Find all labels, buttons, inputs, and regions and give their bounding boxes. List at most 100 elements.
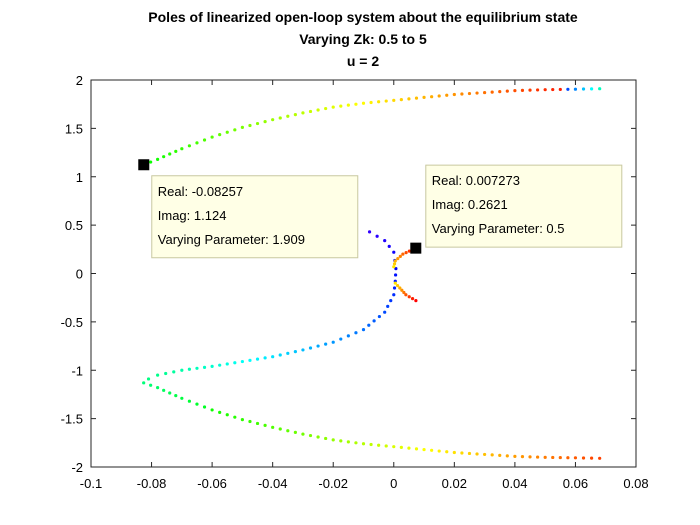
pole-point (528, 88, 532, 92)
x-tick-label: -0.1 (80, 476, 102, 491)
pole-point (180, 368, 184, 372)
pole-point (324, 436, 328, 441)
data-tip-marker[interactable] (138, 159, 150, 171)
pole-point (339, 337, 343, 341)
data-tip[interactable]: Real: -0.08257 Imag: 1.124 Varying Paramet… (138, 159, 359, 259)
pole-point (301, 111, 305, 115)
data-tip[interactable]: Real: 0.007273 Imag: 0.2621 Varying Parame… (410, 164, 623, 254)
chart-title-line: u = 2 (347, 53, 380, 69)
pole-point (324, 342, 328, 346)
pole-point (218, 363, 222, 367)
pole-point (445, 450, 449, 454)
pole-point (392, 293, 396, 297)
pole-point (146, 377, 151, 381)
pole-point (263, 423, 267, 427)
pole-point (422, 95, 426, 100)
pole-point (384, 444, 388, 448)
x-tick-label: -0.06 (197, 476, 227, 491)
pole-point (255, 121, 260, 126)
pole-point (331, 105, 335, 109)
pole-point (395, 283, 400, 288)
pole-point (210, 364, 214, 368)
pole-point (377, 100, 381, 104)
pole-point (361, 442, 366, 446)
pole-point (233, 361, 237, 365)
data-tip-line: Real: 0.007273 (432, 173, 520, 188)
data-tip-line: Varying Parameter: 0.5 (432, 221, 565, 236)
pole-point (384, 99, 388, 103)
pole-point (240, 359, 244, 364)
pole-point (589, 456, 594, 460)
pole-point (308, 433, 313, 438)
pole-point (339, 439, 343, 443)
pole-point (401, 252, 405, 256)
pole-point (293, 112, 297, 117)
pole-point (202, 365, 207, 369)
pole-point (490, 90, 494, 94)
pole-point (598, 456, 602, 460)
pole-point (399, 445, 403, 450)
pole-point (174, 149, 178, 153)
pole-point (398, 254, 402, 259)
pole-point (172, 370, 176, 374)
pole-point (402, 290, 406, 295)
pole-point (589, 87, 594, 91)
pole-point (536, 88, 540, 92)
pole-point (393, 281, 397, 285)
pole-point (225, 130, 229, 134)
pole-point (558, 455, 562, 460)
pole-point (278, 427, 282, 431)
pole-point (369, 442, 373, 447)
data-tip-box (151, 175, 359, 259)
pole-point (467, 451, 472, 456)
pole-point (301, 348, 305, 352)
pole-point (483, 452, 487, 457)
pole-point (422, 447, 426, 452)
pole-point (414, 96, 419, 100)
pole-point (278, 116, 282, 120)
pole-point (195, 141, 199, 145)
x-tick-label: 0.06 (563, 476, 588, 491)
pole-point (255, 357, 260, 361)
pole-point (377, 314, 381, 319)
pole-point (520, 455, 525, 459)
pole-point (551, 87, 555, 92)
pole-point (187, 399, 191, 403)
pole-point (354, 102, 358, 106)
y-tick-label: -1.5 (61, 412, 83, 427)
pole-point (248, 358, 252, 362)
pole-point (400, 288, 404, 292)
pole-point (156, 373, 160, 377)
pole-point (293, 430, 297, 435)
data-tip-marker[interactable] (410, 242, 422, 254)
pole-point (233, 415, 237, 419)
pole-point (414, 298, 418, 303)
pole-point (174, 394, 178, 398)
data-tip-line: Imag: 0.2621 (432, 197, 508, 212)
pole-point (180, 147, 184, 151)
pole-point (255, 421, 260, 426)
x-tick-label: -0.04 (258, 476, 288, 491)
pole-point (407, 97, 411, 101)
pole-point (240, 125, 244, 130)
pole-point (398, 286, 402, 290)
pole-point (383, 239, 387, 243)
pole-point (180, 396, 184, 400)
chart-title-line: Varying Zk: 0.5 to 5 (299, 31, 427, 47)
pole-point (263, 120, 267, 124)
pole-point (558, 87, 562, 92)
pole-point (278, 353, 282, 357)
pole-point (460, 92, 464, 96)
pole-point (156, 157, 160, 161)
x-tick-label: 0.02 (442, 476, 467, 491)
pole-point (598, 87, 602, 91)
pole-point (394, 267, 398, 271)
pole-point (498, 453, 502, 457)
pole-point (460, 451, 464, 455)
plot-area (90, 79, 637, 468)
pole-point (430, 448, 434, 452)
pole-point (271, 355, 275, 359)
pole-point (210, 135, 214, 139)
pole-point (399, 97, 403, 102)
pole-point (339, 104, 343, 108)
